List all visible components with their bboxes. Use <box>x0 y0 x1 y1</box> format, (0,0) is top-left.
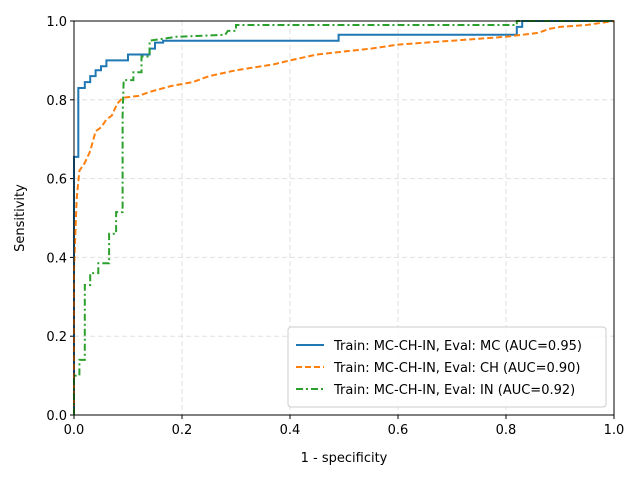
legend-label: Train: MC-CH-IN, Eval: IN (AUC=0.92) <box>333 383 575 398</box>
x-tick-label: 0.0 <box>64 423 85 438</box>
x-tick-label: 0.4 <box>280 423 301 438</box>
roc-curve <box>73 20 615 415</box>
x-tick-label: 0.2 <box>172 423 193 438</box>
y-axis-label: Sensitivity <box>13 184 28 252</box>
roc-curve <box>73 20 614 415</box>
y-tick-label: 0.2 <box>46 330 67 345</box>
legend: Train: MC-CH-IN, Eval: MC (AUC=0.95) Trai… <box>287 326 607 408</box>
plot-frame <box>73 20 615 416</box>
y-tick-label: 0.6 <box>46 173 67 188</box>
y-tick-label: 1.0 <box>46 15 67 30</box>
x-axis-label: 1 - specificity <box>301 451 388 466</box>
y-tick-label: 0.4 <box>46 251 67 266</box>
roc-curve <box>73 20 614 415</box>
legend-label: Train: MC-CH-IN, Eval: CH (AUC=0.90) <box>333 361 581 376</box>
x-tick-label: 0.8 <box>496 423 517 438</box>
legend-label: Train: MC-CH-IN, Eval: MC (AUC=0.95) <box>333 339 582 354</box>
legend-box <box>287 326 607 408</box>
y-tick-label: 0.0 <box>46 409 67 424</box>
x-tick-label: 0.6 <box>388 423 409 438</box>
y-tick-label: 0.8 <box>46 94 67 109</box>
x-tick-label: 1.0 <box>604 423 625 438</box>
